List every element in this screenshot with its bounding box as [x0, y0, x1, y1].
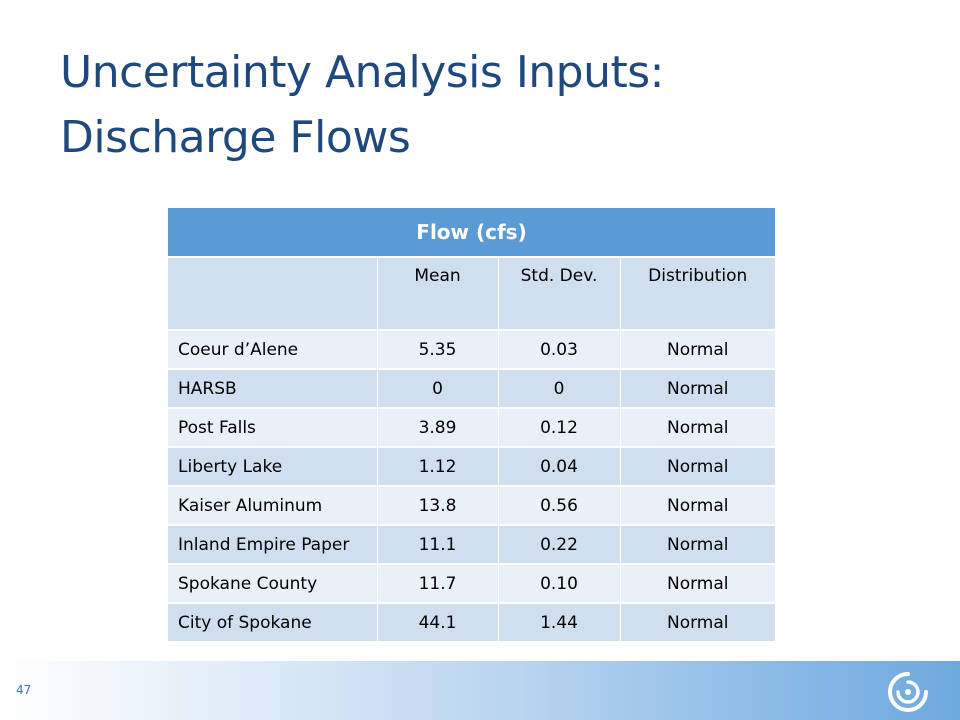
- row-distribution: Normal: [620, 447, 776, 487]
- table-row: Kaiser Aluminum 13.8 0.56 Normal: [168, 486, 776, 526]
- row-std-dev: 1.44: [498, 603, 621, 643]
- column-header-std-dev: Std. Dev.: [498, 257, 621, 331]
- row-distribution: Normal: [620, 564, 776, 604]
- row-std-dev: 0.12: [498, 408, 621, 448]
- row-mean: 13.8: [377, 486, 499, 526]
- row-std-dev: 0.56: [498, 486, 621, 526]
- row-name: Inland Empire Paper: [168, 525, 378, 565]
- row-name: HARSB: [168, 369, 378, 409]
- table-row: Spokane County 11.7 0.10 Normal: [168, 564, 776, 604]
- column-header-distribution: Distribution: [620, 257, 776, 331]
- row-name: City of Spokane: [168, 603, 378, 643]
- row-distribution: Normal: [620, 603, 776, 643]
- row-distribution: Normal: [620, 525, 776, 565]
- row-name: Spokane County: [168, 564, 378, 604]
- row-std-dev: 0.04: [498, 447, 621, 487]
- row-name: Liberty Lake: [168, 447, 378, 487]
- row-distribution: Normal: [620, 369, 776, 409]
- group-header-row: Flow (cfs): [168, 208, 776, 258]
- slide-title: Uncertainty Analysis Inputs: Discharge F…: [60, 40, 920, 170]
- slide-title-line-1: Uncertainty Analysis Inputs:: [60, 47, 665, 98]
- row-distribution: Normal: [620, 486, 776, 526]
- row-mean: 44.1: [377, 603, 499, 643]
- row-mean: 11.1: [377, 525, 499, 565]
- row-std-dev: 0.10: [498, 564, 621, 604]
- flow-table: Flow (cfs) Mean Std. Dev. Distribution C…: [168, 208, 776, 643]
- row-mean: 1.12: [377, 447, 499, 487]
- table-row: Post Falls 3.89 0.12 Normal: [168, 408, 776, 448]
- column-header-row: Mean Std. Dev. Distribution: [168, 257, 776, 331]
- row-std-dev: 0.03: [498, 330, 621, 370]
- row-name: Kaiser Aluminum: [168, 486, 378, 526]
- flow-table-container: Flow (cfs) Mean Std. Dev. Distribution C…: [168, 208, 776, 643]
- page-number: 47: [16, 683, 32, 697]
- swirl-logo-icon: [888, 672, 928, 712]
- table-row: HARSB 0 0 Normal: [168, 369, 776, 409]
- table-row: Coeur d’Alene 5.35 0.03 Normal: [168, 330, 776, 370]
- row-name: Coeur d’Alene: [168, 330, 378, 370]
- row-mean: 5.35: [377, 330, 499, 370]
- row-distribution: Normal: [620, 330, 776, 370]
- row-name: Post Falls: [168, 408, 378, 448]
- column-header-name: [168, 257, 378, 331]
- row-mean: 3.89: [377, 408, 499, 448]
- flow-group-header: Flow (cfs): [168, 208, 776, 258]
- table-row: Liberty Lake 1.12 0.04 Normal: [168, 447, 776, 487]
- row-mean: 11.7: [377, 564, 499, 604]
- table-row: City of Spokane 44.1 1.44 Normal: [168, 603, 776, 643]
- slide-title-line-2: Discharge Flows: [60, 112, 411, 163]
- footer-gradient-bar: [0, 661, 960, 720]
- row-mean: 0: [377, 369, 499, 409]
- row-std-dev: 0.22: [498, 525, 621, 565]
- row-distribution: Normal: [620, 408, 776, 448]
- table-row: Inland Empire Paper 11.1 0.22 Normal: [168, 525, 776, 565]
- column-header-mean: Mean: [377, 257, 499, 331]
- row-std-dev: 0: [498, 369, 621, 409]
